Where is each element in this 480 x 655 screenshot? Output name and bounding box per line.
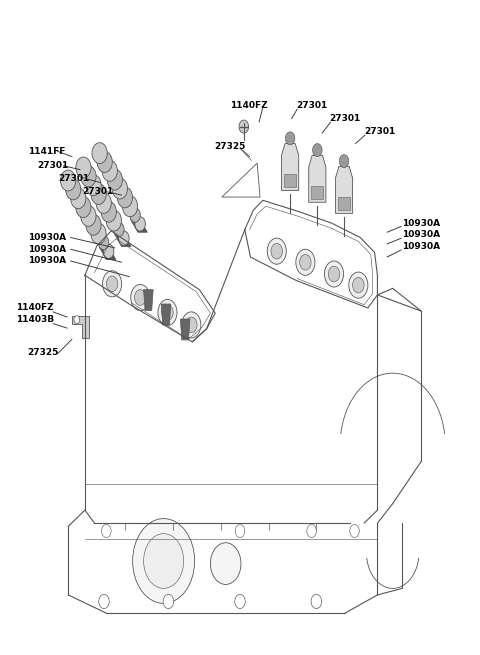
Circle shape bbox=[66, 179, 81, 200]
Polygon shape bbox=[312, 186, 324, 199]
Circle shape bbox=[102, 160, 118, 181]
Text: 27301: 27301 bbox=[59, 174, 90, 183]
Polygon shape bbox=[144, 290, 153, 310]
Circle shape bbox=[86, 214, 101, 235]
Circle shape bbox=[81, 206, 96, 227]
Circle shape bbox=[235, 594, 245, 608]
Text: 27301: 27301 bbox=[364, 127, 396, 136]
Circle shape bbox=[182, 312, 201, 338]
Circle shape bbox=[60, 170, 76, 191]
Text: 27301: 27301 bbox=[296, 102, 327, 110]
Circle shape bbox=[76, 196, 91, 217]
Circle shape bbox=[130, 208, 140, 222]
Circle shape bbox=[312, 143, 322, 157]
Text: 27301: 27301 bbox=[37, 161, 69, 170]
Circle shape bbox=[271, 244, 282, 259]
Circle shape bbox=[311, 594, 322, 608]
Circle shape bbox=[235, 525, 245, 538]
Circle shape bbox=[349, 272, 368, 298]
Circle shape bbox=[74, 316, 80, 324]
Polygon shape bbox=[180, 319, 190, 340]
Circle shape bbox=[158, 299, 177, 326]
Text: 27301: 27301 bbox=[83, 187, 114, 196]
Circle shape bbox=[112, 178, 128, 199]
Polygon shape bbox=[281, 143, 299, 191]
Circle shape bbox=[71, 188, 86, 209]
Polygon shape bbox=[131, 219, 147, 233]
Circle shape bbox=[86, 175, 101, 196]
Circle shape bbox=[106, 210, 121, 231]
Circle shape bbox=[91, 223, 106, 244]
Text: 27325: 27325 bbox=[28, 348, 59, 357]
Circle shape bbox=[350, 525, 360, 538]
Text: 1140FZ: 1140FZ bbox=[16, 303, 53, 312]
Text: 10930A: 10930A bbox=[402, 242, 440, 251]
Circle shape bbox=[76, 157, 91, 178]
Circle shape bbox=[267, 238, 286, 264]
Polygon shape bbox=[284, 174, 296, 187]
Text: 1141FF: 1141FF bbox=[28, 147, 65, 156]
Text: 27325: 27325 bbox=[214, 141, 245, 151]
Polygon shape bbox=[99, 247, 116, 259]
Circle shape bbox=[285, 132, 295, 145]
Text: 10930A: 10930A bbox=[28, 245, 66, 253]
Polygon shape bbox=[114, 234, 131, 247]
Polygon shape bbox=[72, 316, 89, 338]
Circle shape bbox=[92, 143, 107, 164]
Circle shape bbox=[103, 271, 121, 297]
Circle shape bbox=[131, 284, 150, 310]
Circle shape bbox=[103, 244, 114, 259]
Text: 27301: 27301 bbox=[330, 114, 361, 123]
Circle shape bbox=[132, 519, 195, 603]
Circle shape bbox=[97, 151, 112, 172]
Polygon shape bbox=[309, 155, 326, 202]
Circle shape bbox=[239, 120, 249, 133]
Circle shape bbox=[162, 305, 173, 320]
Text: 10930A: 10930A bbox=[28, 233, 66, 242]
Circle shape bbox=[339, 155, 349, 168]
Circle shape bbox=[307, 525, 316, 538]
Circle shape bbox=[324, 261, 344, 287]
Text: 10930A: 10930A bbox=[28, 257, 66, 265]
Circle shape bbox=[135, 217, 145, 231]
Text: 10930A: 10930A bbox=[402, 219, 440, 228]
Circle shape bbox=[98, 235, 109, 250]
Circle shape bbox=[91, 183, 106, 204]
Polygon shape bbox=[338, 197, 350, 210]
Text: 10930A: 10930A bbox=[402, 231, 440, 239]
Circle shape bbox=[96, 193, 111, 214]
Circle shape bbox=[102, 525, 111, 538]
Circle shape bbox=[186, 317, 197, 333]
Polygon shape bbox=[161, 304, 171, 325]
Circle shape bbox=[81, 166, 96, 187]
Polygon shape bbox=[336, 166, 353, 214]
Circle shape bbox=[107, 169, 122, 190]
Circle shape bbox=[296, 250, 315, 275]
Circle shape bbox=[164, 525, 173, 538]
Circle shape bbox=[117, 187, 132, 208]
Circle shape bbox=[163, 594, 174, 608]
Text: 11403B: 11403B bbox=[16, 315, 54, 324]
Circle shape bbox=[134, 290, 146, 305]
Circle shape bbox=[99, 594, 109, 608]
Text: 1140FZ: 1140FZ bbox=[230, 102, 268, 110]
Circle shape bbox=[353, 277, 364, 293]
Circle shape bbox=[300, 254, 311, 270]
Circle shape bbox=[210, 543, 241, 584]
Circle shape bbox=[328, 266, 340, 282]
Circle shape bbox=[119, 231, 129, 246]
Circle shape bbox=[107, 276, 118, 291]
Circle shape bbox=[144, 534, 184, 588]
Circle shape bbox=[101, 201, 116, 222]
Circle shape bbox=[122, 196, 138, 217]
Circle shape bbox=[114, 222, 124, 236]
